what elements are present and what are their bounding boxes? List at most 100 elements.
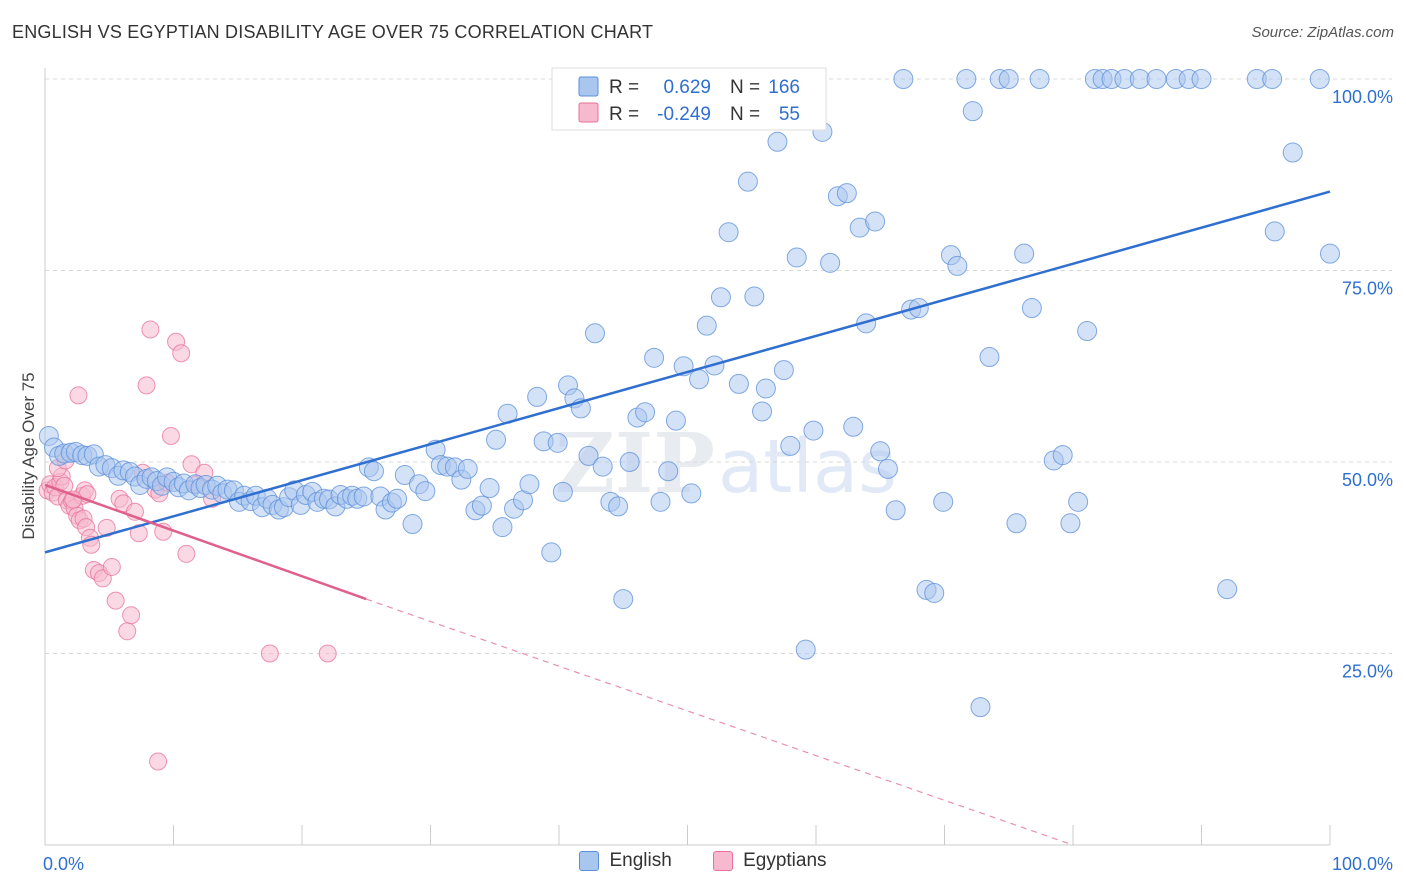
- stats-legend: R = 0.629 N = 166 R = -0.249 N = 55: [551, 67, 827, 131]
- english-point: [979, 347, 1000, 368]
- egyptians-point: [129, 524, 148, 543]
- english-n-value: 166: [768, 77, 800, 98]
- egyptians-n-label: N =: [730, 104, 760, 125]
- egyptians-trend-line: [44, 483, 367, 601]
- english-point: [363, 461, 384, 482]
- english-point: [836, 183, 857, 204]
- english-point: [584, 323, 605, 344]
- english-point: [492, 517, 513, 538]
- trend-lines: [44, 190, 1331, 846]
- english-point: [970, 697, 991, 718]
- egyptians-point: [182, 455, 201, 474]
- english-points: [38, 69, 1340, 718]
- english-point: [665, 410, 686, 431]
- egyptians-point: [318, 644, 337, 663]
- english-trend-line: [44, 190, 1331, 554]
- english-point: [933, 491, 954, 512]
- english-point: [877, 458, 898, 479]
- english-point: [527, 386, 548, 407]
- english-r-label: R =: [609, 77, 639, 98]
- english-point: [353, 486, 374, 507]
- egyptians-point: [102, 557, 121, 576]
- english-point: [962, 101, 983, 122]
- english-point: [681, 483, 702, 504]
- english-point: [865, 211, 886, 232]
- egyptians-point: [122, 606, 141, 625]
- english-point: [519, 474, 540, 495]
- x-ticks: [173, 825, 1331, 845]
- egyptians-point: [161, 426, 180, 445]
- english-point: [1052, 445, 1073, 466]
- egyptians-point: [177, 544, 196, 563]
- english-point: [552, 481, 573, 502]
- english-point: [1129, 69, 1150, 89]
- egyptians-point: [260, 644, 279, 663]
- english-point: [644, 347, 665, 368]
- english-point: [1191, 69, 1212, 89]
- english-r-value: 0.629: [663, 77, 711, 98]
- y-axis-label: Disability Age Over 75: [19, 372, 38, 539]
- legend-item-egyptians[interactable]: Egyptians: [713, 850, 827, 872]
- english-point: [767, 131, 788, 152]
- english-point: [773, 360, 794, 381]
- english-point: [658, 461, 679, 482]
- english-point: [843, 416, 864, 437]
- english-point: [592, 456, 613, 477]
- english-point: [1146, 69, 1167, 89]
- y-tick-labels: 25.0% 50.0% 75.0% 100.0%: [1332, 87, 1393, 682]
- english-point: [1014, 243, 1035, 264]
- english-point: [718, 222, 739, 243]
- english-point: [893, 69, 914, 89]
- english-point: [402, 514, 423, 535]
- legend-label-egyptians: Egyptians: [743, 850, 827, 871]
- english-point: [1262, 69, 1283, 89]
- series-legend: English Egyptians: [0, 850, 1406, 877]
- english-point: [1077, 321, 1098, 342]
- egyptians-point: [118, 622, 137, 641]
- english-point: [541, 542, 562, 563]
- english-point: [1006, 513, 1027, 534]
- y-tick-label: 25.0%: [1342, 662, 1393, 682]
- english-point: [947, 255, 968, 276]
- english-point: [885, 500, 906, 521]
- english-point: [752, 401, 773, 422]
- english-point: [1029, 69, 1050, 89]
- egyptians-point: [149, 752, 168, 771]
- egyptians-points: [38, 320, 337, 771]
- legend-item-english[interactable]: English: [579, 850, 672, 872]
- english-point: [578, 445, 599, 466]
- english-point: [780, 435, 801, 456]
- english-point: [608, 496, 629, 517]
- english-point: [1068, 491, 1089, 512]
- english-point: [744, 286, 765, 307]
- english-point: [803, 420, 824, 441]
- english-point: [1217, 579, 1238, 600]
- source-label: Source: ZipAtlas.com: [1251, 24, 1394, 41]
- egyptians-r-label: R =: [609, 104, 639, 125]
- english-point: [1309, 69, 1330, 89]
- english-point: [457, 458, 478, 479]
- english-point: [1060, 513, 1081, 534]
- x-tick-label: 0.0%: [43, 854, 84, 874]
- egyptians-r-value: -0.249: [657, 104, 711, 125]
- english-point: [394, 465, 415, 486]
- english-point: [471, 495, 492, 516]
- english-point: [786, 247, 807, 268]
- egyptians-point: [172, 344, 191, 363]
- english-point: [737, 171, 758, 192]
- english-point: [650, 491, 671, 512]
- english-point: [415, 481, 436, 502]
- english-point: [1320, 243, 1340, 264]
- english-point: [613, 589, 634, 610]
- chart-title: ENGLISH VS EGYPTIAN DISABILITY AGE OVER …: [12, 22, 654, 42]
- english-point: [755, 378, 776, 399]
- egyptians-trend-extension: [366, 598, 1074, 846]
- egyptians-n-value: 55: [779, 104, 800, 125]
- egyptians-point: [97, 518, 116, 537]
- y-tick-label: 75.0%: [1342, 279, 1393, 299]
- english-point: [924, 582, 945, 603]
- english-point: [486, 429, 507, 450]
- english-point: [870, 441, 891, 462]
- egyptians-point: [69, 386, 88, 405]
